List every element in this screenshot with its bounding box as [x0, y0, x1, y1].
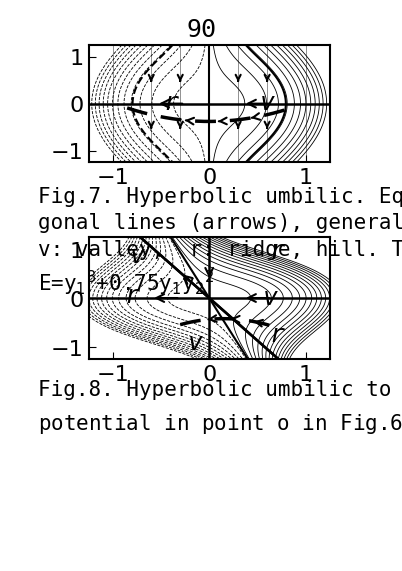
Text: Fig.8. Hyperbolic umbilic to  region  II (lines see Fig. 7). The
potential in po: Fig.8. Hyperbolic umbilic to region II (…	[38, 380, 402, 438]
Text: 90: 90	[186, 18, 216, 42]
Text: v: v	[188, 331, 203, 355]
Text: v: v	[262, 286, 277, 309]
Text: r: r	[269, 323, 284, 347]
Text: r: r	[269, 239, 284, 263]
Text: v: v	[130, 244, 145, 268]
Text: v: v	[259, 91, 274, 115]
Text: Fig.7. Hyperbolic umbilic. Equipotential lines (thin), straight ortho-
gonal lin: Fig.7. Hyperbolic umbilic. Equipotential…	[38, 187, 402, 297]
Text: r: r	[163, 91, 178, 115]
Text: r: r	[124, 283, 139, 307]
